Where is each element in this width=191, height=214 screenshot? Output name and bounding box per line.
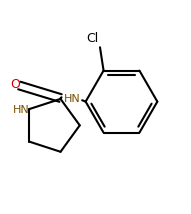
Text: HN: HN — [63, 94, 80, 104]
Text: O: O — [10, 78, 20, 91]
Text: Cl: Cl — [87, 32, 99, 45]
Text: HN: HN — [12, 106, 29, 116]
